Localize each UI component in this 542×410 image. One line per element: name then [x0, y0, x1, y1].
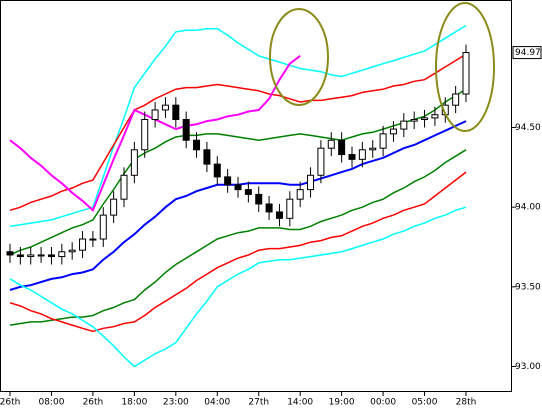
- candle-body: [286, 198, 294, 219]
- x-tick-label: 27th: [248, 398, 269, 408]
- candle-body: [193, 139, 201, 151]
- x-tick-label: 00:00: [370, 398, 396, 408]
- candle-body: [130, 149, 138, 176]
- x-tick-label: 23:00: [163, 398, 189, 408]
- candle-body: [431, 114, 439, 119]
- candle-body: [99, 214, 107, 240]
- candle-body: [172, 104, 180, 121]
- candle-body: [275, 211, 283, 219]
- x-tick-label: 05:00: [412, 398, 438, 408]
- candle-body: [27, 254, 35, 258]
- candle-body: [379, 133, 387, 149]
- candle-body: [317, 147, 325, 176]
- candle-body: [265, 203, 273, 213]
- y-tick-label: 93.50: [515, 282, 541, 292]
- highlight-ellipse: [269, 8, 329, 106]
- candle-body: [120, 174, 128, 200]
- candle-body: [141, 119, 149, 151]
- band-line: [9, 88, 467, 256]
- candle-body: [296, 189, 304, 200]
- candle-body: [89, 238, 97, 241]
- x-tick-label: 18:00: [121, 398, 147, 408]
- candle-body: [348, 154, 356, 160]
- candle-body: [58, 251, 66, 258]
- plot-area: [6, 24, 470, 368]
- y-tick-label: 94.00: [515, 203, 541, 213]
- x-tick-label: 04:00: [204, 398, 230, 408]
- band-line: [9, 149, 467, 326]
- candle-body: [161, 104, 169, 111]
- x-tick-label: 08:00: [38, 398, 64, 408]
- band-line: [9, 24, 467, 228]
- plot-frame: [0, 0, 512, 392]
- candle-body: [6, 251, 14, 256]
- band-line: [9, 171, 467, 333]
- candle-body: [68, 249, 76, 253]
- candle-body: [410, 119, 418, 122]
- candle-body: [389, 128, 397, 135]
- candle-body: [421, 117, 429, 121]
- candle-body: [151, 109, 159, 121]
- candle-body: [400, 120, 408, 130]
- band-line: [9, 53, 467, 212]
- candle-body: [255, 193, 263, 205]
- x-tick-label: 14:00: [287, 398, 313, 408]
- candle-body: [307, 174, 315, 191]
- candle-body: [244, 189, 252, 195]
- x-tick-label: 28th: [456, 398, 477, 408]
- band-line: [9, 206, 467, 368]
- candle-body: [110, 198, 118, 216]
- candle-body: [213, 163, 221, 178]
- price-label: 94.97: [515, 48, 541, 58]
- candle-body: [369, 147, 377, 151]
- candle-body: [47, 254, 55, 258]
- y-tick-label: 93.00: [515, 362, 541, 372]
- price-box: [512, 46, 542, 60]
- candle-body: [462, 52, 470, 95]
- x-tick-label: 19:00: [329, 398, 355, 408]
- candle-body: [16, 254, 24, 258]
- candle-body: [79, 238, 87, 251]
- candle-body: [234, 184, 242, 191]
- candle-body: [452, 93, 460, 106]
- y-tick-label: 94.50: [515, 123, 541, 133]
- candle-body: [182, 119, 190, 141]
- highlight-ellipse: [435, 2, 495, 132]
- x-tick-label: 26th: [83, 398, 104, 408]
- candle-body: [203, 149, 211, 165]
- candle-body: [327, 139, 335, 149]
- x-tick-label: 26th: [0, 398, 20, 408]
- candle-body: [37, 254, 45, 257]
- candle-body: [358, 149, 366, 160]
- candle-body: [224, 176, 232, 186]
- candle-body: [338, 139, 346, 156]
